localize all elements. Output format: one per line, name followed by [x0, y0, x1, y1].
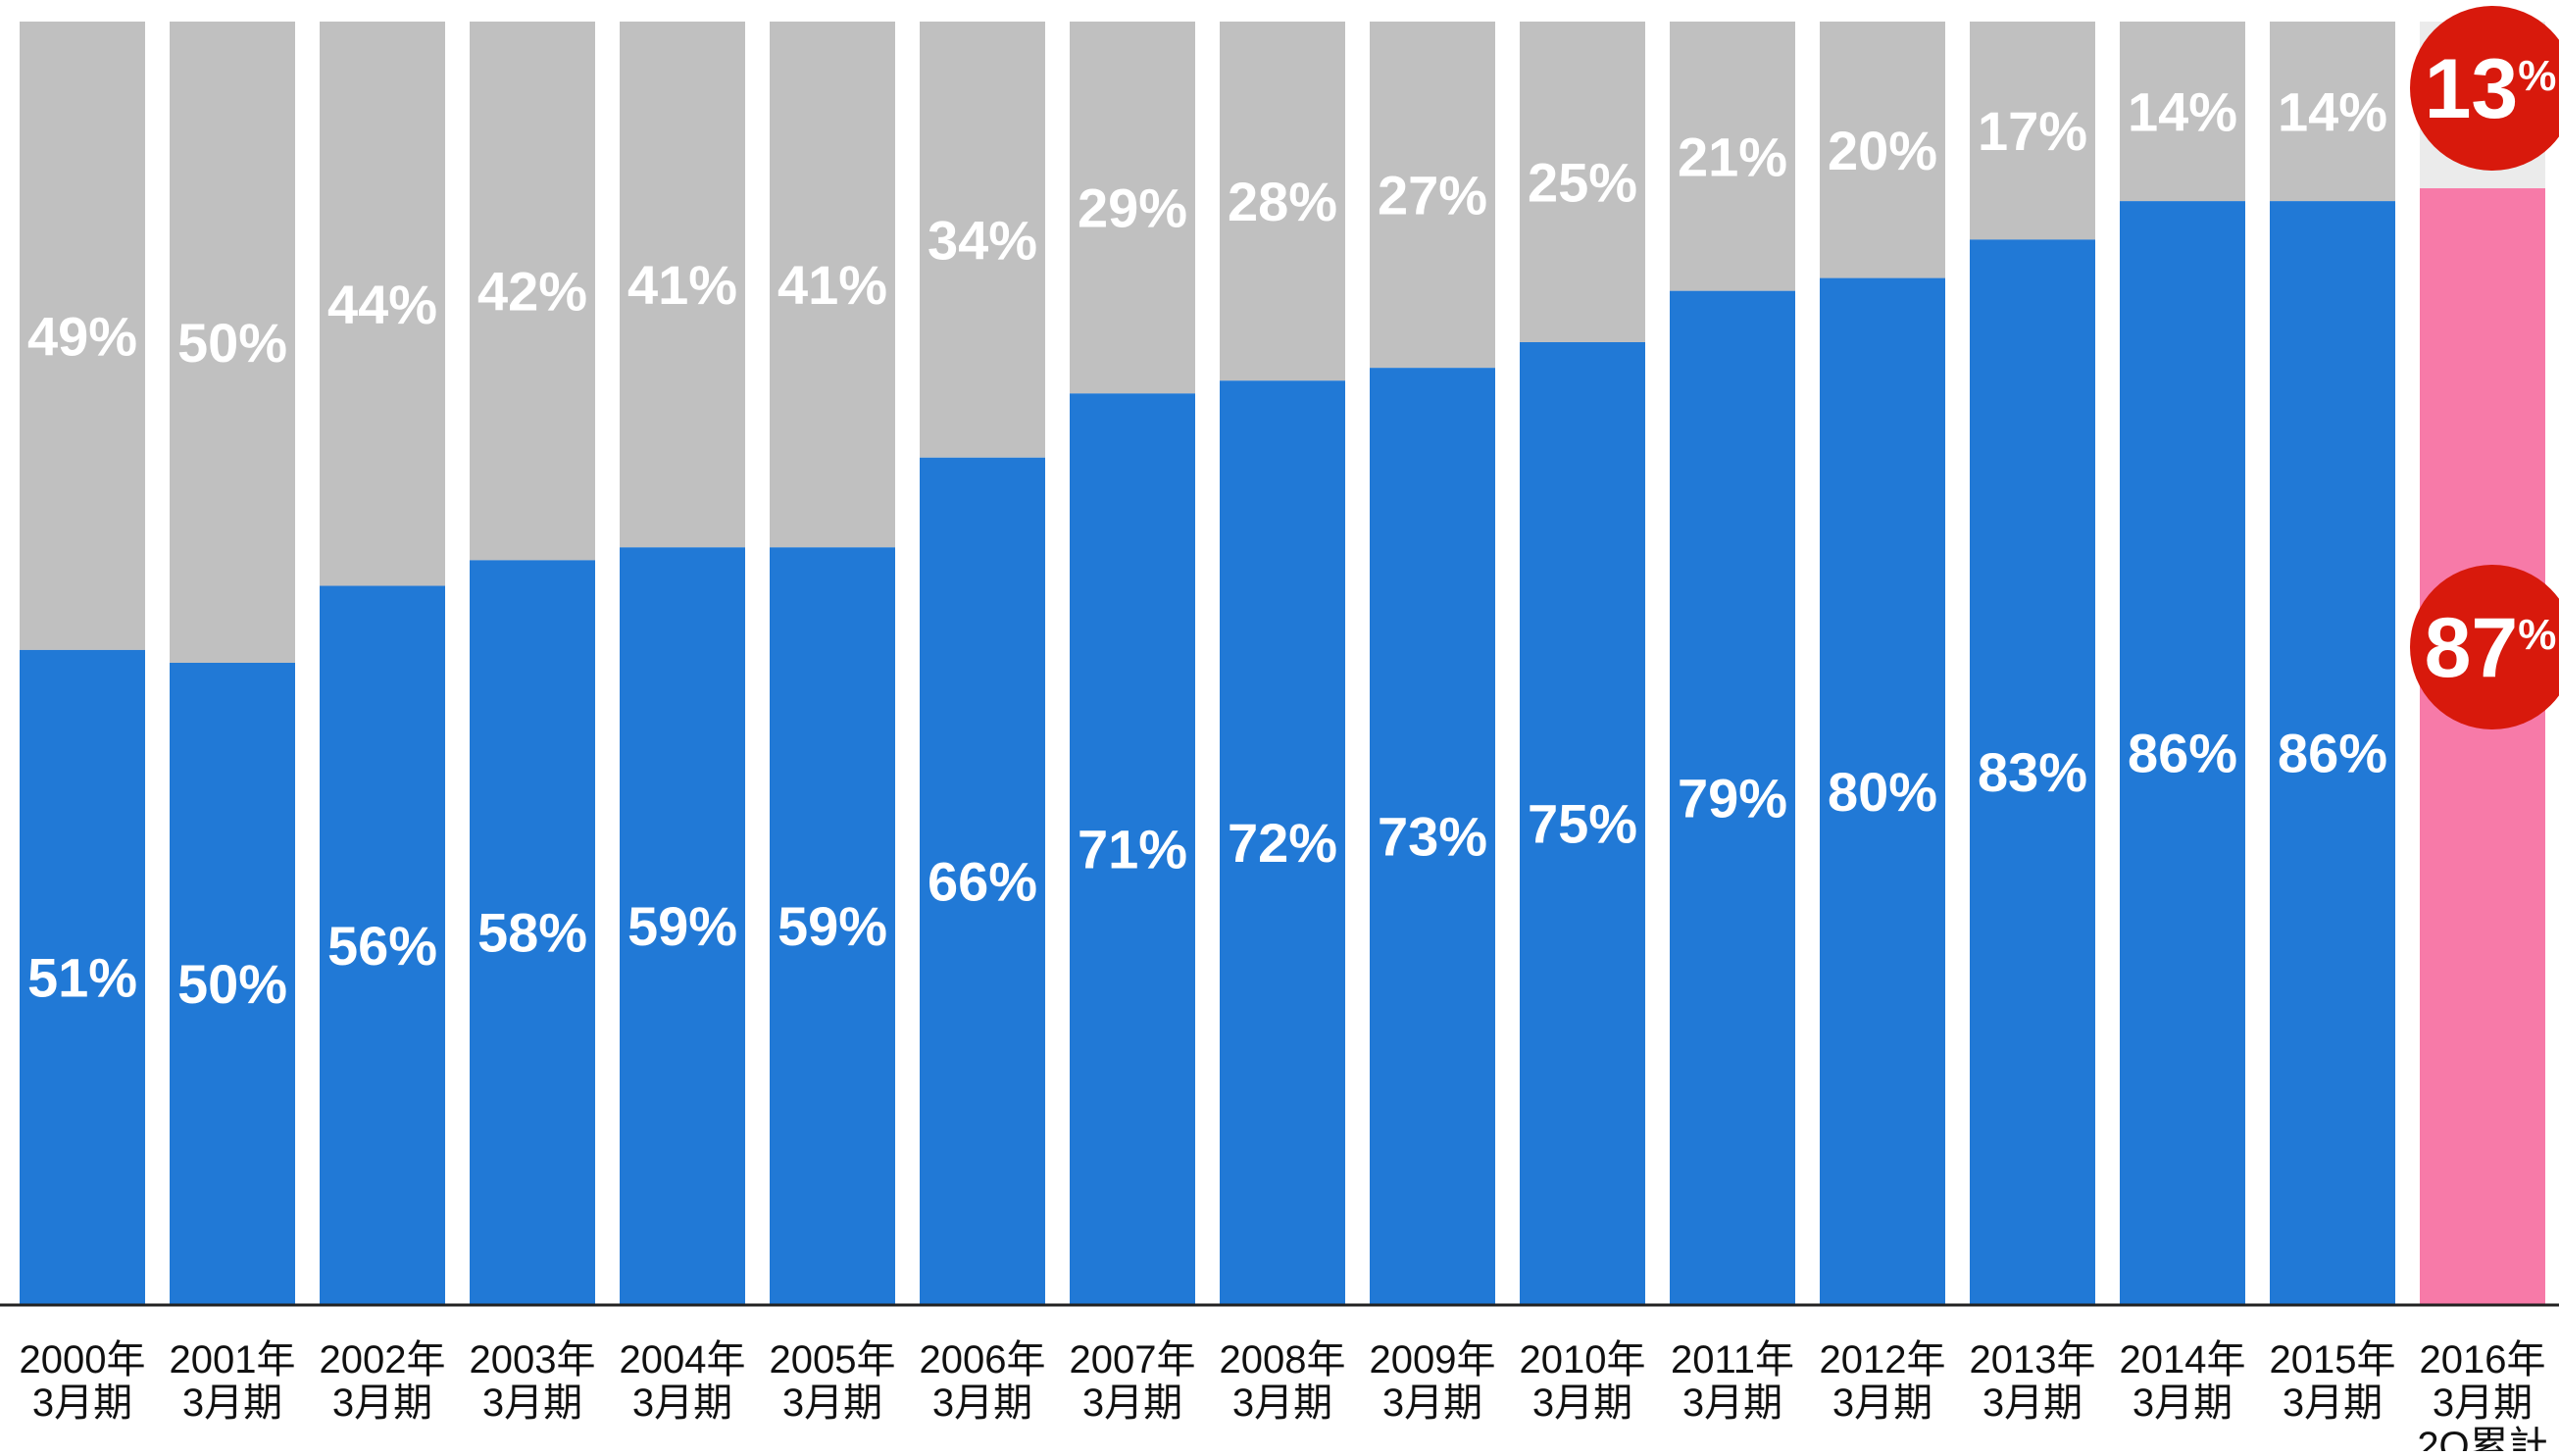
upper-value-label: 34%: [928, 209, 1037, 271]
upper-value-label: 14%: [2278, 81, 2387, 143]
lower-value-label: 75%: [1528, 793, 1637, 855]
highlight-lower-badge-circle: [2410, 565, 2559, 729]
lower-bar-segment: [320, 585, 445, 1304]
upper-bar-segment: [1820, 22, 1945, 278]
lower-bar-segment: [170, 663, 295, 1304]
upper-bar-segment: [2120, 22, 2245, 202]
x-tick-label: 2015年 3月期: [2270, 1338, 2396, 1425]
x-tick-label: 2002年 3月期: [320, 1338, 446, 1425]
lower-bar-segment: [1220, 380, 1345, 1304]
lower-bar-segment: [1070, 393, 1195, 1304]
highlight-lower-badge-label: 87%: [2425, 601, 2557, 695]
lower-bar-segment: [1970, 239, 2095, 1305]
lower-value-label: 56%: [327, 915, 437, 977]
upper-bar-segment: [1670, 22, 1795, 291]
highlight-upper-badge-circle: [2410, 6, 2559, 171]
upper-value-label: 28%: [1228, 171, 1337, 232]
x-tick-label: 2011年 3月期: [1671, 1338, 1794, 1425]
upper-value-label: 41%: [627, 254, 737, 316]
upper-value-label: 25%: [1528, 152, 1637, 214]
x-tick-label: 2009年 3月期: [1370, 1338, 1496, 1425]
upper-bar-segment: [170, 22, 295, 663]
upper-value-label: 14%: [2128, 81, 2237, 143]
lower-value-label: 72%: [1228, 812, 1337, 874]
upper-bar-segment: [920, 22, 1045, 458]
x-tick-label: 2014年 3月期: [2120, 1338, 2246, 1425]
x-tick-label: 2005年 3月期: [770, 1338, 896, 1425]
x-tick-label: 2007年 3月期: [1070, 1338, 1196, 1425]
lower-value-label: 80%: [1828, 761, 1937, 823]
lower-bar-segment: [20, 649, 145, 1304]
upper-value-label: 44%: [327, 274, 437, 335]
lower-value-label: 79%: [1678, 767, 1787, 828]
upper-bar-segment: [1070, 22, 1195, 394]
upper-value-label: 49%: [27, 305, 137, 367]
upper-value-label: 42%: [477, 261, 587, 323]
upper-bar-segment: [1970, 22, 2095, 240]
upper-bar-segment: [770, 22, 895, 548]
lower-value-label: 66%: [928, 850, 1037, 912]
lower-bar-segment: [2120, 201, 2245, 1304]
x-tick-label: 2008年 3月期: [1220, 1338, 1346, 1425]
upper-bar-segment: [320, 22, 445, 586]
lower-bar-segment: [1670, 290, 1795, 1305]
upper-value-label: 27%: [1378, 165, 1487, 226]
lower-value-label: 86%: [2278, 723, 2387, 784]
lower-bar-segment: [1520, 342, 1645, 1304]
lower-value-label: 50%: [177, 953, 287, 1015]
x-tick-label: 2012年 3月期: [1820, 1338, 1946, 1425]
lower-value-label: 51%: [27, 946, 137, 1008]
upper-value-label: 29%: [1078, 177, 1187, 239]
x-tick-label: 2003年 3月期: [470, 1338, 596, 1425]
lower-bar-segment: [1370, 368, 1495, 1304]
upper-value-label: 17%: [1978, 100, 2087, 162]
lower-value-label: 59%: [627, 895, 737, 957]
highlight-upper-badge-label: 13%: [2425, 42, 2557, 136]
lower-value-label: 86%: [2128, 723, 2237, 784]
x-tick-label: 2000年 3月期: [20, 1338, 146, 1425]
lower-bar-segment: [2420, 188, 2545, 1304]
lower-value-label: 58%: [477, 902, 587, 964]
upper-bar-segment: [1520, 22, 1645, 342]
x-tick-label: 2013年 3月期: [1970, 1338, 2096, 1425]
lower-bar-segment: [920, 457, 1045, 1305]
upper-bar-segment: [1370, 22, 1495, 369]
x-tick-label: 2001年 3月期: [170, 1338, 296, 1425]
lower-bar-segment: [470, 560, 595, 1304]
lower-value-label: 59%: [778, 895, 887, 957]
lower-bar-segment: [620, 547, 745, 1304]
lower-bar-segment: [1820, 277, 1945, 1305]
upper-value-label: 50%: [177, 312, 287, 374]
upper-value-label: 20%: [1828, 120, 1937, 181]
upper-bar-segment: [470, 22, 595, 561]
x-tick-label: 2006年 3月期: [920, 1338, 1046, 1425]
upper-value-label: 21%: [1678, 126, 1787, 187]
upper-value-label: 41%: [778, 254, 887, 316]
lower-value-label: 83%: [1978, 741, 2087, 803]
lower-value-label: 71%: [1078, 819, 1187, 880]
lower-bar-segment: [2270, 201, 2395, 1304]
x-tick-label: 2010年 3月期: [1520, 1338, 1646, 1425]
lower-value-label: 73%: [1378, 806, 1487, 868]
x-tick-label: 2004年 3月期: [620, 1338, 746, 1425]
upper-bar-segment: [1220, 22, 1345, 381]
lower-bar-segment: [770, 547, 895, 1304]
upper-bar-segment: [20, 22, 145, 650]
upper-bar-segment: [2270, 22, 2395, 202]
upper-bar-segment: [620, 22, 745, 548]
x-tick-label: 2016年 3月期 2Q累計: [2417, 1338, 2547, 1451]
